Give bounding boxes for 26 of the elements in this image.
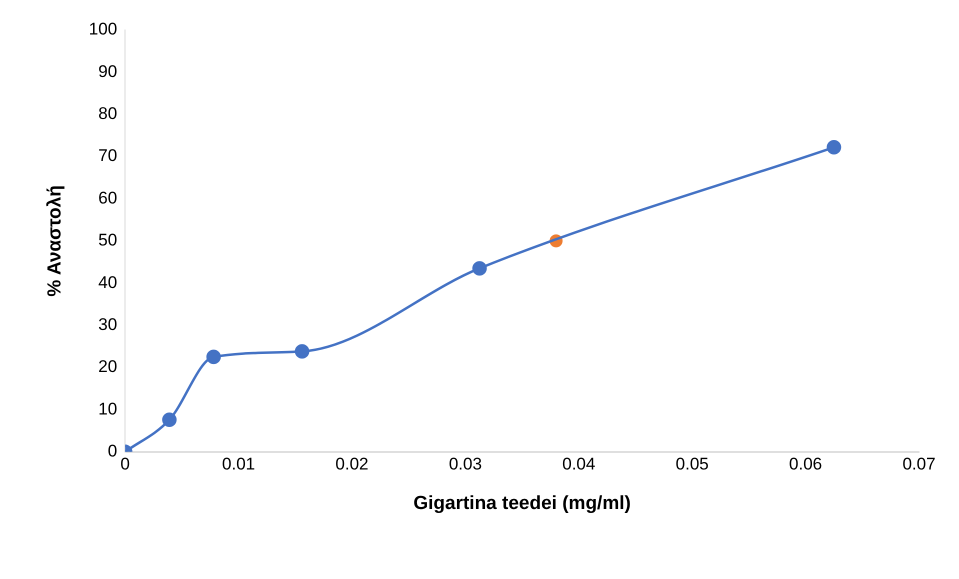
y-tick-label: 30 xyxy=(98,314,118,334)
x-tick-label: 0.07 xyxy=(902,454,936,474)
y-tick-label: 40 xyxy=(98,272,118,292)
x-axis-title: Gigartina teedei (mg/ml) xyxy=(413,492,631,514)
x-tick-label: 0.06 xyxy=(789,454,822,474)
x-tick-label: 0 xyxy=(120,454,130,474)
x-tick-label: 0.04 xyxy=(562,454,596,474)
point xyxy=(206,350,221,364)
y-tick-label: 10 xyxy=(98,399,118,418)
point xyxy=(472,261,487,276)
point xyxy=(826,140,842,155)
y-tick-label: 100 xyxy=(88,20,118,39)
x-tick-label: 0.03 xyxy=(448,454,482,474)
x-tick-label: 0.01 xyxy=(222,454,256,474)
x-tick-label: 0.05 xyxy=(676,454,709,474)
x-tick-label: 0.02 xyxy=(335,454,369,474)
y-tick-label: 80 xyxy=(98,104,118,124)
point xyxy=(294,344,310,359)
y-tick-label: 50 xyxy=(98,230,118,250)
y-tick-label: 60 xyxy=(98,188,118,208)
y-tick-label: 90 xyxy=(98,62,118,81)
y-tick-label: 70 xyxy=(98,146,118,166)
point xyxy=(162,412,177,427)
y-tick-label: 20 xyxy=(98,357,118,376)
y-tick-label: 0 xyxy=(108,441,118,460)
y-axis-title: % Αναστολή xyxy=(44,185,66,297)
